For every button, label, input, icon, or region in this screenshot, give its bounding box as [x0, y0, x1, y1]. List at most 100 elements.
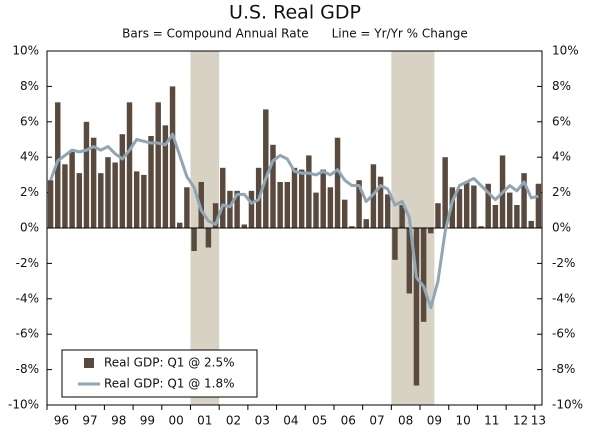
x-tick-label: 03: [255, 414, 270, 428]
bar: [413, 228, 420, 386]
y2-tick-label: 10%: [552, 44, 579, 58]
bar: [478, 226, 484, 228]
y2-tick-label: 2%: [552, 185, 571, 199]
bar: [83, 121, 90, 228]
y2-tick-label: 0%: [552, 221, 571, 235]
bar: [535, 183, 542, 228]
bar: [76, 173, 83, 228]
y-tick-label: -8%: [16, 362, 39, 376]
bar: [148, 135, 154, 228]
y2-tick-label: -10%: [552, 398, 583, 412]
x-tick-label: 12: [513, 414, 528, 428]
bar: [162, 125, 169, 228]
bar: [105, 157, 111, 228]
bar: [456, 189, 463, 228]
x-tick-label: 13: [531, 414, 546, 428]
bar: [313, 192, 319, 228]
bar: [47, 180, 54, 228]
bar: [234, 190, 240, 228]
y2-tick-label: 8%: [552, 79, 571, 93]
y-tick-label: -2%: [16, 256, 39, 270]
bar: [69, 151, 75, 228]
bar: [506, 192, 513, 228]
bar: [363, 219, 369, 228]
bar: [62, 164, 68, 228]
bar: [298, 169, 305, 228]
y2-tick-label: -2%: [552, 256, 575, 270]
bar: [126, 102, 133, 228]
bar: [327, 187, 334, 228]
x-tick-label: 99: [140, 414, 155, 428]
x-tick-label: 06: [341, 414, 356, 428]
bar: [399, 204, 405, 228]
y-tick-label: 10%: [12, 44, 39, 58]
x-tick-label: 01: [197, 414, 212, 428]
x-tick-label: 97: [82, 414, 97, 428]
bar: [291, 167, 298, 228]
chart-subtitle: Bars = Compound Annual Rate Line = Yr/Yr…: [122, 27, 468, 41]
y2-tick-label: -4%: [552, 291, 575, 305]
plot-frame: [46, 50, 543, 406]
bar: [90, 137, 97, 228]
legend-label: Real GDP: Q1 @ 2.5%: [104, 356, 235, 370]
x-tick-label: 05: [312, 414, 327, 428]
x-tick-label: 10: [455, 414, 470, 428]
bar: [528, 220, 534, 228]
bar: [442, 157, 448, 228]
y2-tick-label: -6%: [552, 327, 575, 341]
legend-swatch: [84, 358, 94, 368]
bar: [198, 181, 204, 228]
x-tick-label: 11: [484, 414, 499, 428]
bar: [55, 102, 61, 228]
bar: [270, 144, 276, 228]
legend-box: [61, 349, 258, 398]
bar: [428, 228, 434, 234]
x-tick-label: 02: [226, 414, 241, 428]
bar: [169, 86, 176, 229]
bar: [141, 174, 147, 228]
bar: [406, 228, 413, 294]
bar: [514, 204, 520, 228]
x-tick-label: 98: [111, 414, 126, 428]
bar: [284, 181, 291, 228]
bar: [176, 222, 183, 228]
bar: [420, 228, 427, 322]
bar: [385, 194, 391, 228]
bar: [341, 199, 348, 228]
x-tick-label: 08: [398, 414, 413, 428]
y-tick-label: 6%: [20, 114, 39, 128]
y2-tick-label: 6%: [552, 114, 571, 128]
bar: [155, 102, 161, 228]
legend-label: Real GDP: Q1 @ 1.8%: [104, 377, 235, 391]
x-tick-label: 04: [283, 414, 298, 428]
y-tick-label: 4%: [20, 150, 39, 164]
y-tick-label: -4%: [16, 291, 39, 305]
bar: [98, 173, 104, 228]
bar: [521, 173, 527, 228]
bar: [277, 181, 283, 228]
y-tick-label: 0%: [20, 221, 39, 235]
bar: [191, 228, 197, 252]
y-tick-label: 2%: [20, 185, 39, 199]
bar: [463, 181, 470, 228]
bar: [184, 187, 190, 228]
bar: [306, 155, 312, 228]
bar: [435, 203, 441, 228]
bar: [320, 169, 326, 228]
y-tick-label: 8%: [20, 79, 39, 93]
bar: [377, 176, 384, 228]
line: [49, 132, 539, 310]
bar: [227, 190, 233, 228]
bar: [133, 171, 140, 228]
chart-title: U.S. Real GDP: [229, 2, 361, 24]
y2-tick-label: -8%: [552, 362, 575, 376]
x-tick-label: 00: [168, 414, 183, 428]
bar: [349, 226, 355, 228]
y-tick-label: -6%: [16, 327, 39, 341]
bar: [356, 180, 362, 228]
bar: [212, 203, 219, 228]
bar: [485, 183, 491, 228]
bar: [392, 228, 398, 260]
bar: [112, 162, 118, 228]
